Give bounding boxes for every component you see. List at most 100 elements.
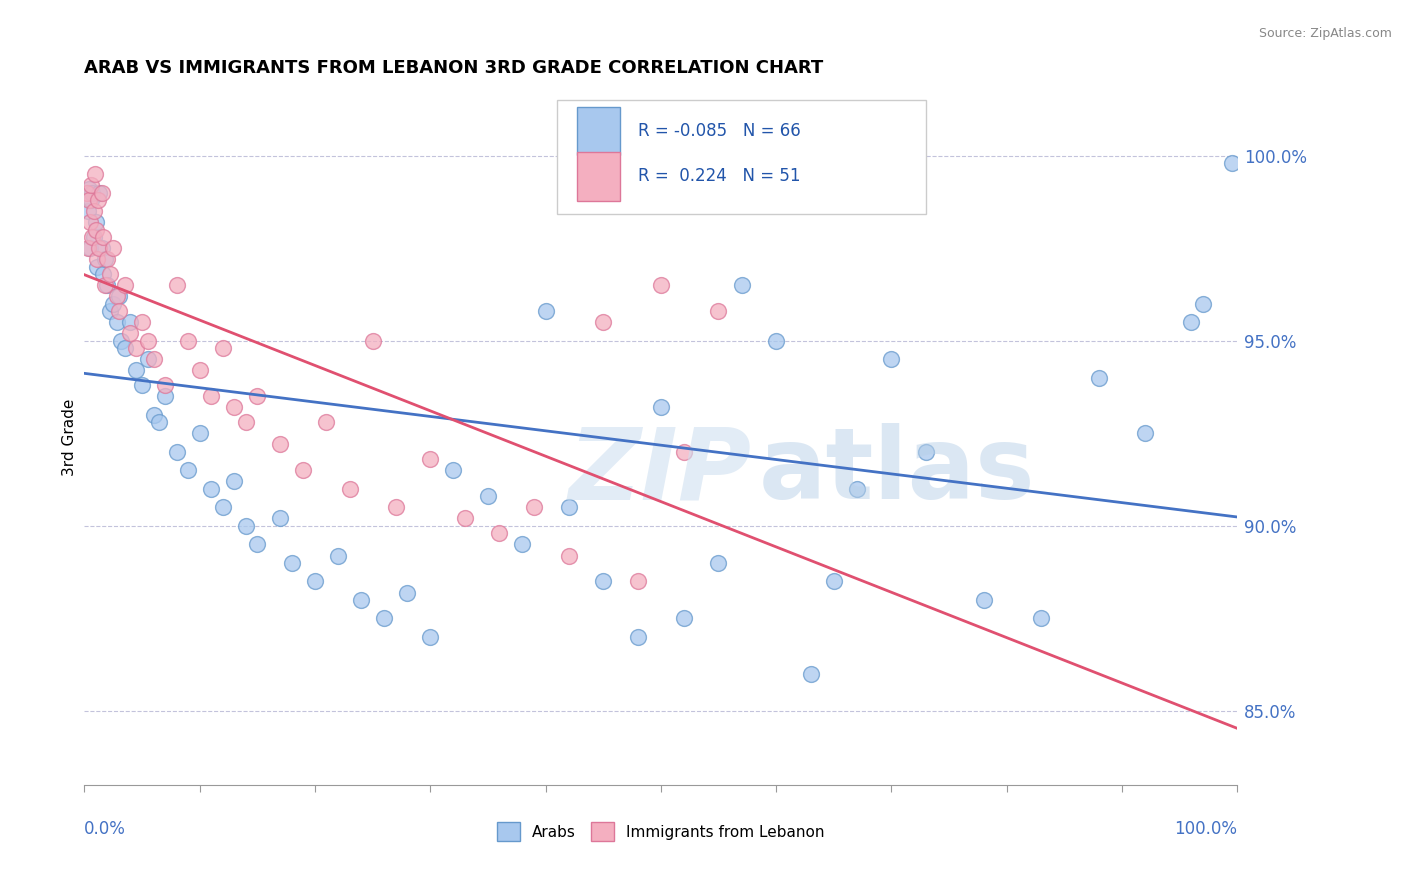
Point	[98, 304, 121, 318]
Point	[142, 408, 165, 422]
Point	[177, 334, 200, 348]
Point	[419, 452, 441, 467]
Point	[94, 252, 117, 267]
Legend: Arabs, Immigrants from Lebanon: Arabs, Immigrants from Lebanon	[491, 816, 831, 847]
Point	[373, 611, 395, 625]
Point	[592, 315, 614, 329]
Point	[86, 252, 108, 267]
Point	[90, 186, 112, 200]
Point	[269, 437, 291, 451]
Point	[89, 186, 111, 200]
FancyBboxPatch shape	[576, 107, 620, 155]
Point	[125, 341, 148, 355]
Point	[83, 230, 105, 244]
Point	[79, 241, 101, 255]
Point	[84, 223, 107, 237]
Point	[246, 389, 269, 403]
Point	[235, 415, 257, 429]
Point	[136, 334, 159, 348]
Point	[83, 204, 105, 219]
Point	[89, 241, 111, 255]
Y-axis label: 3rd Grade: 3rd Grade	[62, 399, 77, 475]
Point	[627, 630, 650, 644]
Point	[211, 500, 233, 515]
Point	[110, 334, 132, 348]
Point	[131, 315, 153, 329]
Point	[76, 241, 98, 255]
Point	[76, 186, 98, 200]
Point	[441, 463, 464, 477]
FancyBboxPatch shape	[576, 152, 620, 201]
Point	[281, 556, 304, 570]
Text: ZIP: ZIP	[568, 424, 752, 520]
Point	[1031, 611, 1053, 625]
Point	[136, 352, 159, 367]
Text: Source: ZipAtlas.com: Source: ZipAtlas.com	[1258, 27, 1392, 40]
Point	[350, 593, 373, 607]
Point	[114, 341, 136, 355]
Point	[235, 519, 257, 533]
Point	[79, 215, 101, 229]
Point	[105, 315, 128, 329]
Point	[592, 574, 614, 589]
Point	[246, 537, 269, 551]
Point	[823, 574, 845, 589]
Point	[419, 630, 441, 644]
Point	[166, 278, 188, 293]
Point	[76, 204, 98, 219]
Point	[326, 549, 349, 563]
Point	[384, 500, 406, 515]
Point	[845, 482, 868, 496]
Text: 0.0%: 0.0%	[84, 820, 127, 838]
Point	[153, 378, 176, 392]
Point	[77, 193, 100, 207]
Point	[177, 463, 200, 477]
Point	[200, 482, 222, 496]
Point	[1220, 156, 1243, 170]
Point	[105, 289, 128, 303]
Point	[396, 585, 419, 599]
Point	[120, 326, 142, 341]
Point	[650, 278, 672, 293]
Point	[131, 378, 153, 392]
Point	[108, 289, 131, 303]
Text: 100.0%: 100.0%	[1174, 820, 1237, 838]
Point	[103, 241, 124, 255]
Point	[188, 363, 211, 377]
Point	[488, 526, 510, 541]
Point	[82, 186, 104, 200]
Point	[224, 475, 246, 489]
Point	[103, 297, 124, 311]
Point	[361, 334, 384, 348]
Point	[650, 401, 672, 415]
Point	[672, 611, 695, 625]
Point	[707, 304, 730, 318]
Point	[77, 182, 100, 196]
Point	[1133, 426, 1156, 441]
Point	[153, 389, 176, 403]
Point	[765, 334, 787, 348]
Point	[90, 241, 112, 255]
Point	[292, 463, 315, 477]
Point	[973, 593, 995, 607]
Point	[96, 278, 118, 293]
Point	[142, 352, 165, 367]
Point	[1180, 315, 1202, 329]
Text: ARAB VS IMMIGRANTS FROM LEBANON 3RD GRADE CORRELATION CHART: ARAB VS IMMIGRANTS FROM LEBANON 3RD GRAD…	[84, 59, 824, 77]
Point	[557, 500, 579, 515]
Point	[477, 489, 499, 503]
Point	[200, 389, 222, 403]
Point	[224, 401, 246, 415]
Point	[915, 445, 938, 459]
Point	[800, 667, 823, 681]
Text: R = -0.085   N = 66: R = -0.085 N = 66	[638, 122, 800, 140]
Point	[534, 304, 557, 318]
Point	[94, 278, 117, 293]
Point	[211, 341, 233, 355]
Point	[454, 511, 477, 525]
Point	[84, 215, 107, 229]
Point	[672, 445, 695, 459]
Text: R =  0.224   N = 51: R = 0.224 N = 51	[638, 167, 800, 186]
Point	[98, 267, 121, 281]
Point	[108, 304, 131, 318]
